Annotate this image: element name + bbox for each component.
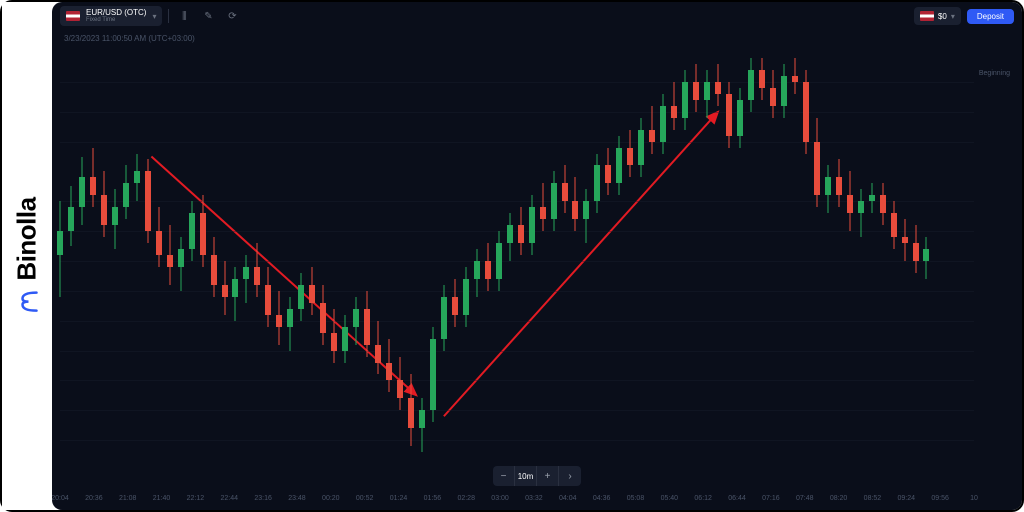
brand-sidebar: Binolla — [2, 2, 52, 510]
brand-name: Binolla — [12, 197, 43, 280]
x-tick-label: 07:16 — [762, 495, 780, 502]
timestamp: 3/23/2023 11:00:50 AM (UTC+03:00) — [64, 34, 195, 43]
zoom-out-button[interactable]: − — [493, 466, 515, 486]
x-tick-label: 20:36 — [85, 495, 103, 502]
chevron-down-icon: ▾ — [152, 12, 156, 21]
brand-icon — [14, 289, 40, 315]
chevron-down-icon: ▾ — [951, 12, 955, 21]
symbol-selector[interactable]: EUR/USD (OTC) Fixed Time ▾ — [60, 6, 162, 26]
symbol-sub: Fixed Time — [86, 17, 146, 23]
x-tick-label: 01:56 — [424, 495, 442, 502]
x-tick-label: 05:40 — [661, 495, 679, 502]
drawing-tools-icon[interactable]: ✎ — [199, 7, 217, 25]
x-tick-label: 10 — [970, 495, 978, 502]
next-button[interactable]: › — [559, 466, 581, 486]
candlestick-chart[interactable] — [60, 52, 974, 470]
x-tick-label: 22:12 — [187, 495, 205, 502]
x-tick-label: 21:40 — [153, 495, 171, 502]
currency-flag-icon — [920, 11, 934, 21]
trading-app: EUR/USD (OTC) Fixed Time ▾ ⫼ ✎ ⟳ $0 ▾ De… — [52, 2, 1022, 510]
x-tick-label: 06:44 — [728, 495, 746, 502]
x-tick-label: 01:24 — [390, 495, 408, 502]
x-axis: 20:0420:3621:0821:4022:1222:4423:1623:48… — [60, 490, 974, 502]
brand-logo: Binolla — [12, 197, 43, 314]
x-tick-label: 07:48 — [796, 495, 814, 502]
beginning-label: Beginning — [979, 70, 1010, 77]
x-tick-label: 20:04 — [52, 495, 69, 502]
balance-display[interactable]: $0 ▾ — [914, 7, 961, 25]
x-tick-label: 02:28 — [457, 495, 475, 502]
settings-icon[interactable]: ⟳ — [223, 7, 241, 25]
separator — [168, 9, 169, 23]
x-tick-label: 09:56 — [931, 495, 949, 502]
x-tick-label: 22:44 — [220, 495, 238, 502]
x-tick-label: 00:52 — [356, 495, 374, 502]
x-tick-label: 04:04 — [559, 495, 577, 502]
timeframe-bar: − 10m + › — [493, 466, 581, 486]
deposit-button[interactable]: Deposit — [967, 9, 1014, 24]
timeframe-label[interactable]: 10m — [515, 466, 537, 486]
zoom-in-button[interactable]: + — [537, 466, 559, 486]
indicators-icon[interactable]: ⫼ — [175, 7, 193, 25]
symbol-name: EUR/USD (OTC) — [86, 9, 146, 17]
x-tick-label: 03:32 — [525, 495, 543, 502]
x-tick-label: 23:48 — [288, 495, 306, 502]
x-tick-label: 09:24 — [898, 495, 916, 502]
topbar: EUR/USD (OTC) Fixed Time ▾ ⫼ ✎ ⟳ $0 ▾ De… — [52, 2, 1022, 30]
x-tick-label: 08:52 — [864, 495, 882, 502]
x-tick-label: 05:08 — [627, 495, 645, 502]
balance-value: $0 — [938, 12, 947, 21]
x-tick-label: 00:20 — [322, 495, 340, 502]
x-tick-label: 06:12 — [694, 495, 712, 502]
x-tick-label: 08:20 — [830, 495, 848, 502]
x-tick-label: 21:08 — [119, 495, 137, 502]
flag-icon — [66, 11, 80, 21]
x-tick-label: 04:36 — [593, 495, 611, 502]
x-tick-label: 23:16 — [254, 495, 272, 502]
x-tick-label: 03:00 — [491, 495, 509, 502]
